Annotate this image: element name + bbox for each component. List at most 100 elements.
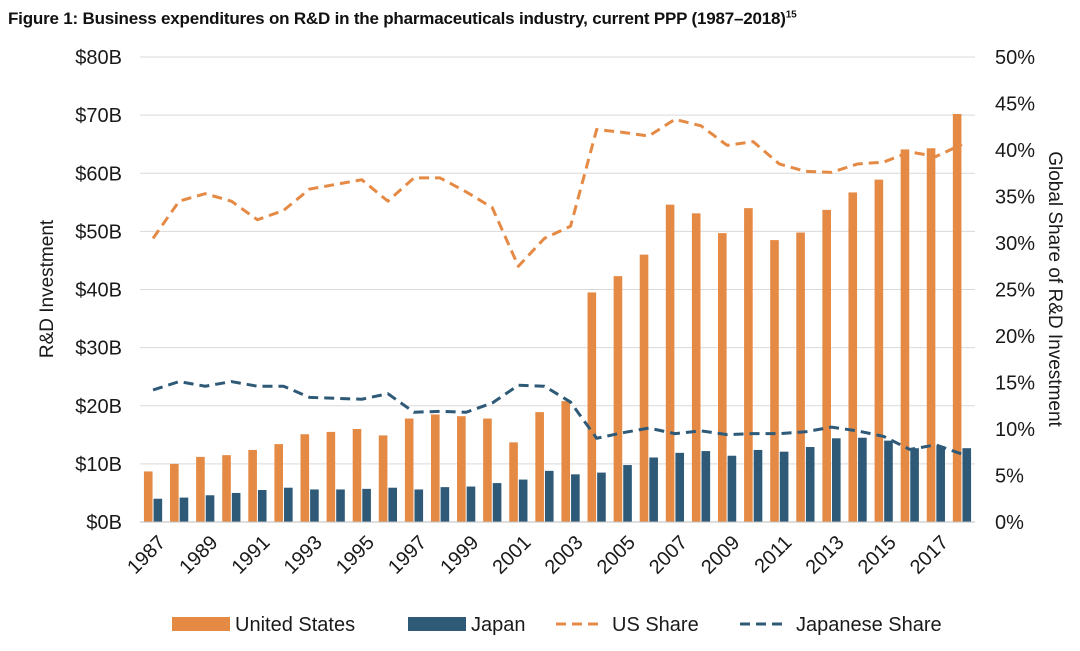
y-axis-ticks: $0B $10B $20B $30B $40B $50B $60B $70B $80B	[75, 47, 122, 534]
bar-united-states-2011	[770, 240, 779, 522]
bar-japan-1990	[231, 492, 241, 522]
bar-japan-2011	[779, 451, 789, 522]
bar-japan-2009	[727, 455, 737, 522]
y-tick-label: $60B	[75, 163, 122, 185]
x-tick-label: 1993	[280, 532, 327, 579]
y-axis-label: R&D Investment	[37, 219, 58, 358]
bar-united-states-2005	[613, 276, 623, 522]
legend-swatch-united-states	[172, 617, 230, 631]
bar-united-states-2004	[587, 292, 597, 522]
line-series	[151, 117, 963, 456]
bar-japan-2015	[884, 440, 893, 523]
bar-japan-2018	[962, 448, 972, 522]
y-tick-label: $70B	[75, 105, 122, 127]
x-tick-label: 2011	[750, 532, 796, 578]
bar-united-states-1991	[248, 449, 257, 522]
x-tick-label: 1987	[123, 532, 170, 579]
bar-united-states-1989	[196, 456, 205, 522]
bar-united-states-1997	[404, 418, 414, 522]
line-japanese-share	[152, 380, 963, 456]
bar-japan-2014	[858, 437, 867, 522]
bar-japan-1989	[205, 495, 215, 522]
bar-united-states-2017	[926, 148, 936, 522]
bar-united-states-1999	[457, 416, 466, 522]
x-tick-label: 2003	[541, 532, 588, 579]
bar-japan-1988	[179, 497, 189, 522]
bar-japan-1995	[362, 488, 371, 522]
bar-japan-2004	[597, 472, 606, 522]
bar-japan-1993	[310, 489, 319, 522]
footnote-marker: 15	[785, 9, 797, 21]
bar-united-states-1990	[222, 455, 231, 522]
line-us-share	[151, 117, 963, 268]
y2-tick-label: 10%	[995, 419, 1035, 441]
bar-united-states-1996	[378, 435, 388, 522]
legend-label-us-share: US Share	[612, 614, 699, 636]
y2-tick-label: 35%	[995, 187, 1035, 209]
y2-axis-ticks: 0% 5% 10% 15% 20% 25% 30% 35% 40% 45% 50%	[995, 47, 1035, 534]
y-tick-label: $20B	[75, 396, 122, 418]
legend-label-japanese-share: Japanese Share	[796, 614, 942, 636]
y2-tick-label: 15%	[995, 373, 1035, 395]
bar-japan-2017	[936, 446, 945, 522]
bar-united-states-1988	[170, 463, 179, 523]
bar-japan-1996	[388, 487, 397, 522]
y-tick-label: $0B	[86, 512, 122, 534]
x-tick-label: 2009	[697, 532, 744, 579]
bar-united-states-2012	[796, 232, 805, 523]
y-tick-label: $10B	[75, 454, 122, 476]
legend-swatch-japan	[408, 617, 466, 631]
figure-title: Figure 1: Business expenditures on R&D i…	[8, 9, 797, 28]
x-tick-label: 1999	[436, 532, 483, 579]
bar-united-states-1998	[430, 414, 440, 522]
bar-japan-2008	[701, 451, 711, 522]
bar-united-states-2000	[483, 418, 492, 522]
bar-japan-1991	[257, 490, 267, 522]
x-tick-label: 2017	[906, 532, 953, 579]
bar-united-states-2001	[509, 442, 518, 522]
bar-japan-2006	[649, 457, 658, 522]
y2-tick-label: 50%	[995, 47, 1035, 69]
bar-united-states-2016	[900, 149, 910, 523]
bar-united-states-2009	[718, 233, 727, 522]
bar-japan-2007	[675, 452, 685, 522]
x-tick-label: 2015	[854, 532, 901, 579]
bar-united-states-1987	[143, 471, 153, 522]
x-tick-label: 1995	[332, 532, 379, 579]
bar-united-states-2010	[744, 208, 753, 523]
bar-japan-1994	[336, 489, 345, 522]
y2-tick-label: 30%	[995, 233, 1035, 255]
legend: United States Japan US Share Japanese Share	[172, 614, 942, 636]
bar-japan-2005	[623, 465, 632, 522]
bar-united-states-2015	[874, 179, 884, 522]
bar-japan-2010	[753, 449, 763, 522]
bar-united-states-2007	[665, 204, 675, 522]
legend-label-united-states: United States	[235, 614, 355, 636]
bar-united-states-2006	[639, 254, 649, 523]
y-tick-label: $80B	[75, 47, 122, 69]
bar-japan-1997	[414, 489, 424, 522]
y2-tick-label: 0%	[995, 512, 1024, 534]
bar-japan-2003	[571, 474, 580, 522]
x-tick-label: 2007	[645, 532, 692, 579]
y-tick-label: $40B	[75, 280, 122, 302]
bar-united-states-2018	[952, 113, 962, 523]
bar-united-states-1995	[352, 429, 362, 522]
bar-united-states-2013	[822, 209, 831, 522]
x-tick-label: 1989	[175, 532, 222, 579]
bar-japan-1992	[284, 487, 293, 522]
y2-tick-label: 40%	[995, 140, 1035, 162]
bar-japan-1998	[440, 487, 450, 523]
bar-united-states-2008	[691, 213, 701, 523]
x-tick-label: 2005	[593, 532, 640, 579]
bar-japan-2016	[910, 448, 919, 522]
y-tick-label: $50B	[75, 221, 122, 243]
bar-united-states-2003	[561, 401, 571, 522]
x-tick-label: 2001	[488, 532, 535, 579]
bar-japan-2002	[544, 470, 554, 522]
y2-tick-label: 25%	[995, 280, 1035, 302]
bar-united-states-2014	[848, 192, 858, 522]
bar-japan-1999	[466, 486, 476, 522]
y2-axis-label: Global Share of R&D Investment	[1044, 151, 1065, 427]
